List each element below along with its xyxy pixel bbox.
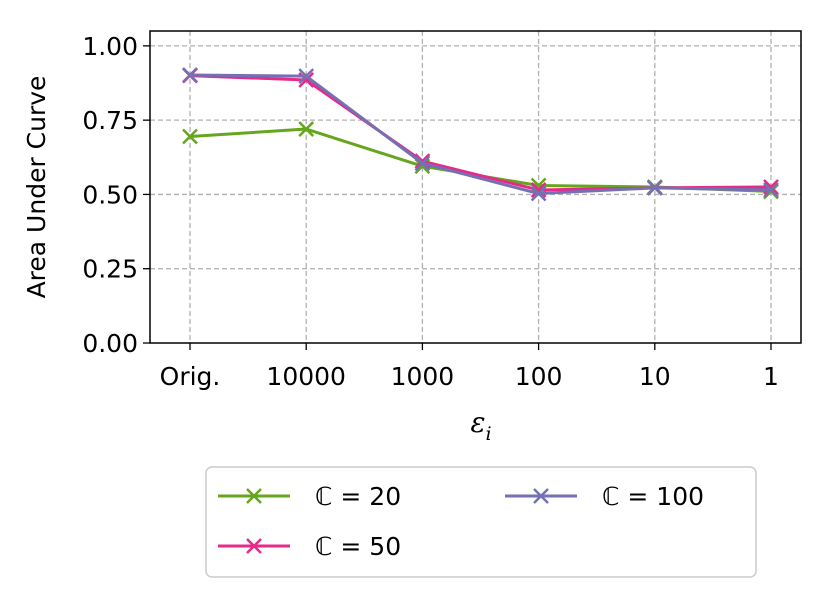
series-line [189, 127, 772, 193]
y-tick-label: 0.75 [82, 106, 138, 135]
data-point-marker [414, 155, 431, 172]
y-tick-label: 0.25 [82, 255, 138, 284]
legend-marker [246, 488, 262, 504]
series-line [189, 74, 772, 192]
series-lines [182, 67, 779, 202]
y-tick-label: 0.50 [82, 180, 138, 209]
data-point-marker [298, 68, 315, 85]
legend-item: ℂ = 100 [505, 482, 704, 511]
y-tick-label: 1.00 [82, 32, 138, 61]
series-3 [182, 67, 779, 202]
data-point-marker [298, 121, 315, 137]
legend-label: ℂ = 100 [602, 482, 704, 511]
legend-box [205, 466, 757, 578]
data-point-marker [646, 180, 663, 196]
legend-marker [246, 538, 262, 554]
legend-label: ℂ = 20 [315, 482, 401, 511]
data-point-marker [763, 182, 779, 198]
x-tick-label: 10 [639, 362, 671, 391]
data-point-marker [530, 185, 547, 202]
plot-area [149, 30, 802, 344]
legend-label: ℂ = 50 [315, 532, 401, 561]
data-point-marker [182, 67, 198, 83]
data-point-marker [763, 179, 779, 195]
legend-item: ℂ = 20 [218, 482, 401, 511]
x-tick-label: 1000 [391, 362, 455, 391]
legend: ℂ = 20 ℂ = 50 ℂ = 100 [205, 466, 757, 578]
x-axis-label-main: ε [470, 406, 485, 439]
axis-ticks: Orig. 10000 1000 100 10 1 0.00 0.25 0.50 0.75 1.00 [82, 32, 779, 391]
series-line [189, 73, 772, 196]
x-tick-label: 100 [515, 362, 563, 391]
y-axis-label: Area Under Curve [22, 76, 51, 299]
y-tick-label: 0.00 [82, 329, 138, 358]
x-tick-label: Orig. [160, 362, 221, 391]
x-tick-label: 1 [763, 362, 779, 391]
data-point-marker [182, 128, 198, 145]
x-axis-label-subscript: i [485, 423, 491, 445]
legend-item: ℂ = 50 [218, 532, 401, 561]
x-tick-label: 10000 [266, 362, 346, 391]
x-axis-label: εi [470, 406, 491, 445]
legend-marker [533, 488, 549, 504]
